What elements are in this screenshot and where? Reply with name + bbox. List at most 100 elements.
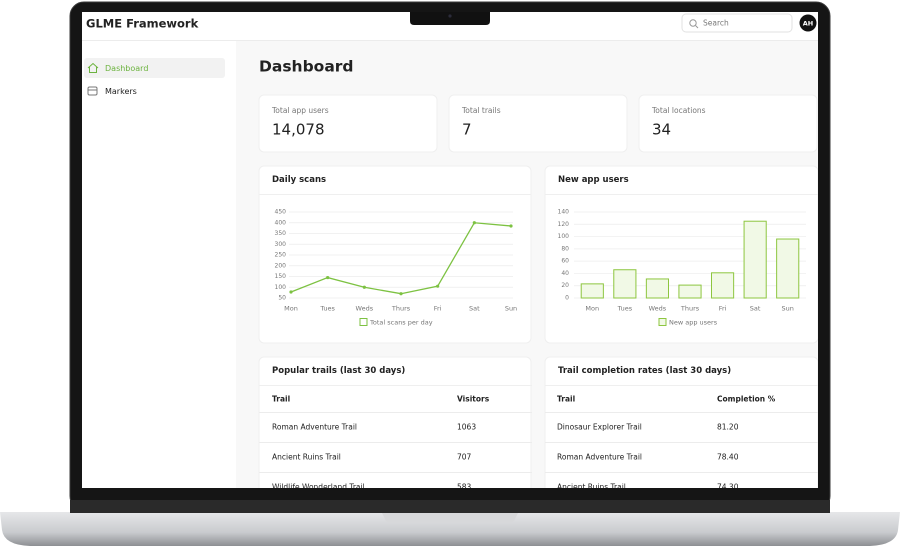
bar — [645, 278, 670, 299]
card — [258, 356, 532, 488]
x-tick-label: Thurs — [680, 305, 700, 313]
x-tick-label: Sat — [469, 305, 480, 313]
legend-label: Total scans per day — [369, 319, 433, 327]
camera — [448, 14, 452, 18]
y-tick-label: 80 — [561, 245, 569, 252]
page-title: Dashboard — [259, 58, 354, 76]
x-tick-label: Fri — [434, 305, 442, 313]
laptop-base — [0, 512, 900, 546]
x-tick-label: Tues — [319, 305, 335, 313]
x-tick-label: Tues — [617, 305, 633, 313]
card — [544, 165, 818, 344]
y-tick-label: 250 — [275, 252, 287, 259]
legend-swatch — [658, 318, 667, 326]
table-cell: Roman Adventure Trail — [272, 423, 357, 432]
table-cell: 583 — [457, 483, 472, 492]
point — [289, 290, 293, 294]
x-tick-label: Sun — [505, 305, 517, 313]
table-cell: 81.20 — [717, 423, 739, 432]
search-icon — [689, 19, 697, 27]
markers-icon — [87, 86, 98, 96]
table-cell: 707 — [457, 453, 472, 462]
y-tick-label: 150 — [275, 273, 287, 280]
y-tick-label: 100 — [275, 284, 287, 291]
y-tick-label: 450 — [275, 209, 287, 216]
thumb-notch — [382, 513, 518, 523]
card — [258, 94, 438, 153]
bar — [743, 220, 767, 299]
column-header: Completion % — [717, 395, 776, 404]
y-tick-label: 140 — [558, 209, 570, 216]
app-title: GLME Framework — [86, 17, 199, 31]
search-placeholder: Search — [703, 19, 729, 28]
stat-value: 7 — [462, 121, 472, 139]
column-header: Trail — [272, 395, 290, 404]
card — [448, 94, 628, 153]
table-cell: 74.30 — [717, 483, 739, 492]
stat-label: Total trails — [461, 106, 501, 115]
chart-title: Daily scans — [272, 175, 326, 185]
nav-active-bg[interactable] — [84, 58, 225, 78]
search-box[interactable] — [681, 13, 793, 33]
bar — [678, 284, 702, 299]
x-tick-label: Weds — [356, 305, 374, 313]
point — [399, 292, 403, 296]
table-cell: Ancient Ruins Trail — [557, 483, 626, 492]
bar — [776, 238, 800, 299]
y-tick-label: 120 — [558, 221, 570, 228]
table-cell: 1063 — [457, 423, 476, 432]
bar — [613, 269, 637, 299]
y-tick-label: 300 — [275, 241, 287, 248]
y-tick-label: 200 — [275, 262, 287, 269]
x-tick-label: Thurs — [391, 305, 411, 313]
table-cell: Wildlife Wonderland Trail — [272, 483, 365, 492]
stat-value: 14,078 — [272, 121, 325, 139]
column-header: Visitors — [457, 395, 490, 404]
card — [258, 165, 532, 344]
point — [509, 224, 513, 228]
table-cell: Roman Adventure Trail — [557, 453, 642, 462]
y-tick-label: 100 — [558, 233, 570, 240]
x-tick-label: Mon — [284, 305, 298, 313]
nav-item[interactable]: Markers — [105, 87, 137, 96]
table-cell: Dinosaur Explorer Trail — [557, 423, 642, 432]
nav-item[interactable]: Dashboard — [105, 64, 148, 73]
bar — [580, 283, 604, 299]
table-cell: Ancient Ruins Trail — [272, 453, 341, 462]
avatar-initials: AH — [803, 20, 813, 28]
home-icon — [87, 62, 99, 73]
y-tick-label: 20 — [561, 282, 569, 289]
y-tick-label: 400 — [275, 219, 287, 226]
x-tick-label: Fri — [719, 305, 727, 313]
avatar[interactable] — [799, 14, 817, 32]
y-tick-label: 60 — [561, 258, 569, 265]
table-cell: 78.40 — [717, 453, 739, 462]
x-tick-label: Sun — [782, 305, 794, 313]
card — [638, 94, 818, 153]
stat-label: Total locations — [651, 106, 706, 115]
point — [472, 221, 476, 225]
y-tick-label: 0 — [565, 295, 569, 302]
chart-title: New app users — [558, 175, 629, 185]
hinge — [70, 500, 830, 513]
x-tick-label: Mon — [585, 305, 599, 313]
y-tick-label: 350 — [275, 230, 287, 237]
x-tick-label: Weds — [649, 305, 667, 313]
x-tick-label: Sat — [750, 305, 761, 313]
camera-notch — [410, 12, 490, 25]
column-header: Trail — [557, 395, 575, 404]
legend-label: New app users — [669, 319, 718, 327]
table-title: Trail completion rates (last 30 days) — [558, 366, 731, 376]
point — [362, 285, 366, 289]
y-tick-label: 50 — [278, 295, 286, 302]
y-tick-label: 40 — [561, 270, 569, 277]
point — [436, 284, 440, 288]
card — [544, 356, 818, 488]
screen: GLME Framework Search AH Dashboard Marke… — [82, 12, 818, 492]
stat-label: Total app users — [271, 106, 329, 115]
point — [326, 275, 330, 280]
search-icon-handle — [695, 25, 699, 29]
stat-value: 34 — [652, 121, 671, 139]
legend-swatch — [359, 318, 368, 326]
